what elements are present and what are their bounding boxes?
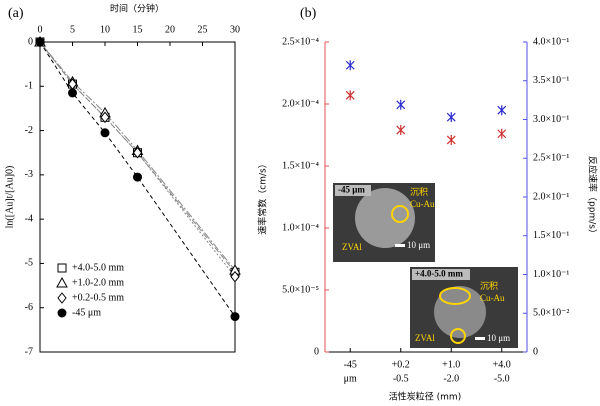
y-tick-label: -5 (25, 258, 33, 269)
y-tick-label: 2.5×10⁻⁴ (282, 36, 319, 47)
x-tick-label: -0.5 (393, 373, 409, 384)
marker (497, 128, 507, 139)
y2-tick-label: 2.0×10⁻¹ (533, 191, 569, 202)
y-tick-label: 1.0×10⁻⁴ (282, 222, 319, 233)
x-tick-label: -45 (344, 359, 357, 370)
x-tick-label: 5 (70, 24, 75, 35)
highlight (450, 328, 466, 344)
marker (35, 37, 45, 47)
inset-label: 沉积 (410, 186, 428, 197)
inset-label: Cu-Au (410, 199, 435, 209)
marker (100, 128, 110, 138)
marker (345, 90, 355, 101)
marker (230, 270, 240, 283)
label-box (412, 269, 470, 280)
scale-label: 10 μm (407, 240, 430, 250)
y-tick-label: -6 (25, 302, 33, 313)
x-tick-label: 25 (198, 24, 208, 35)
x-tick-label: 30 (230, 24, 240, 35)
marker (446, 112, 456, 123)
inset-label: Cu-Au (480, 293, 505, 303)
x-tick-label: 15 (133, 24, 143, 35)
y2-axis-title: 反应速率（ppm/s） (587, 156, 599, 238)
legend-marker (56, 276, 68, 288)
inset: -45 μm 沉积 Cu-Au ZVAl 10 μm (333, 183, 435, 262)
y2-tick-label: 3.0×10⁻¹ (533, 114, 569, 125)
y-tick-label: -2 (25, 125, 33, 136)
y-tick-label: -7 (25, 346, 33, 357)
y-axis-title: 速率常数（cm/s） (257, 159, 269, 234)
x-axis-title: 时间（分钟） (110, 3, 164, 15)
marker (132, 146, 143, 159)
highlight (391, 205, 409, 223)
x-tick-label: -5.0 (494, 373, 510, 384)
legend-label: -45 μm (72, 307, 101, 318)
legend-label: +4.0-5.0 mm (72, 262, 124, 273)
scale-bar (395, 244, 405, 247)
y-tick-label: -1 (25, 81, 33, 92)
x-tick-label: +1.0 (442, 359, 460, 370)
x-tick-label: 10 (100, 24, 110, 35)
marker (396, 125, 406, 136)
x-axis-title: 活性炭粒径 (mm) (389, 391, 461, 403)
y-tick-label: 5.0×10⁻⁵ (282, 284, 319, 295)
y2-tick-label: 4.0×10⁻¹ (533, 36, 569, 47)
legend-label: +1.0-2.0 mm (72, 277, 124, 288)
y-tick-label: 2.0×10⁻⁴ (282, 98, 319, 109)
legend-marker (57, 292, 67, 304)
particle (355, 188, 415, 248)
legend-marker (57, 308, 67, 318)
inset-label: ZVAl (415, 333, 435, 343)
legend-marker (57, 263, 67, 273)
fit-line (39, 41, 236, 278)
y-axis-title: ln([Au]t/[Au]0) (4, 166, 15, 229)
inset: +4.0-5.0 mm 沉积 Cu-Au ZVAl 10 μm (410, 267, 518, 348)
label-box (335, 185, 371, 196)
x-tick-label: 0 (38, 24, 43, 35)
panel-label: (b) (300, 6, 317, 21)
legend-label: +0.2-0.5 mm (72, 292, 124, 303)
inset-label: +4.0-5.0 mm (415, 269, 463, 279)
particle (434, 286, 486, 338)
marker (497, 105, 507, 116)
y-tick-label: -3 (25, 169, 33, 180)
y2-tick-label: 2.5×10⁻¹ (533, 153, 569, 164)
inset-label: ZVAl (342, 242, 362, 252)
marker (230, 312, 240, 322)
y-tick-label: 0 (28, 36, 33, 47)
x-tick-label: -2.0 (443, 373, 459, 384)
x-tick-label: 20 (165, 24, 175, 35)
marker (345, 60, 355, 71)
fit-line (39, 41, 236, 271)
x-tick-label: +0.2 (392, 359, 410, 370)
marker (100, 111, 110, 124)
marker (396, 99, 406, 110)
marker (446, 134, 456, 145)
y-tick-label: -4 (25, 213, 33, 224)
y2-tick-label: 1.0×10⁻¹ (533, 269, 569, 280)
x-tick-label: +4.0 (493, 359, 511, 370)
y2-tick-label: 5.0×10⁻² (533, 308, 569, 319)
y2-tick-label: 1.5×10⁻¹ (533, 230, 569, 241)
scale-bar (475, 337, 485, 340)
y2-tick-label: 3.5×10⁻¹ (533, 75, 569, 86)
y-tick-label: 1.5×10⁻⁴ (282, 160, 319, 171)
marker (68, 88, 77, 98)
scale-label: 10 μm (487, 333, 510, 343)
inset-label: -45 μm (338, 185, 365, 195)
inset-label: 沉积 (480, 280, 498, 291)
marker (133, 172, 142, 182)
panel-label: (a) (8, 6, 24, 21)
x-tick-label: μm (344, 373, 357, 384)
highlight (439, 287, 471, 305)
y2-tick-label: 0 (533, 346, 538, 357)
y-tick-label: 0 (314, 346, 319, 357)
